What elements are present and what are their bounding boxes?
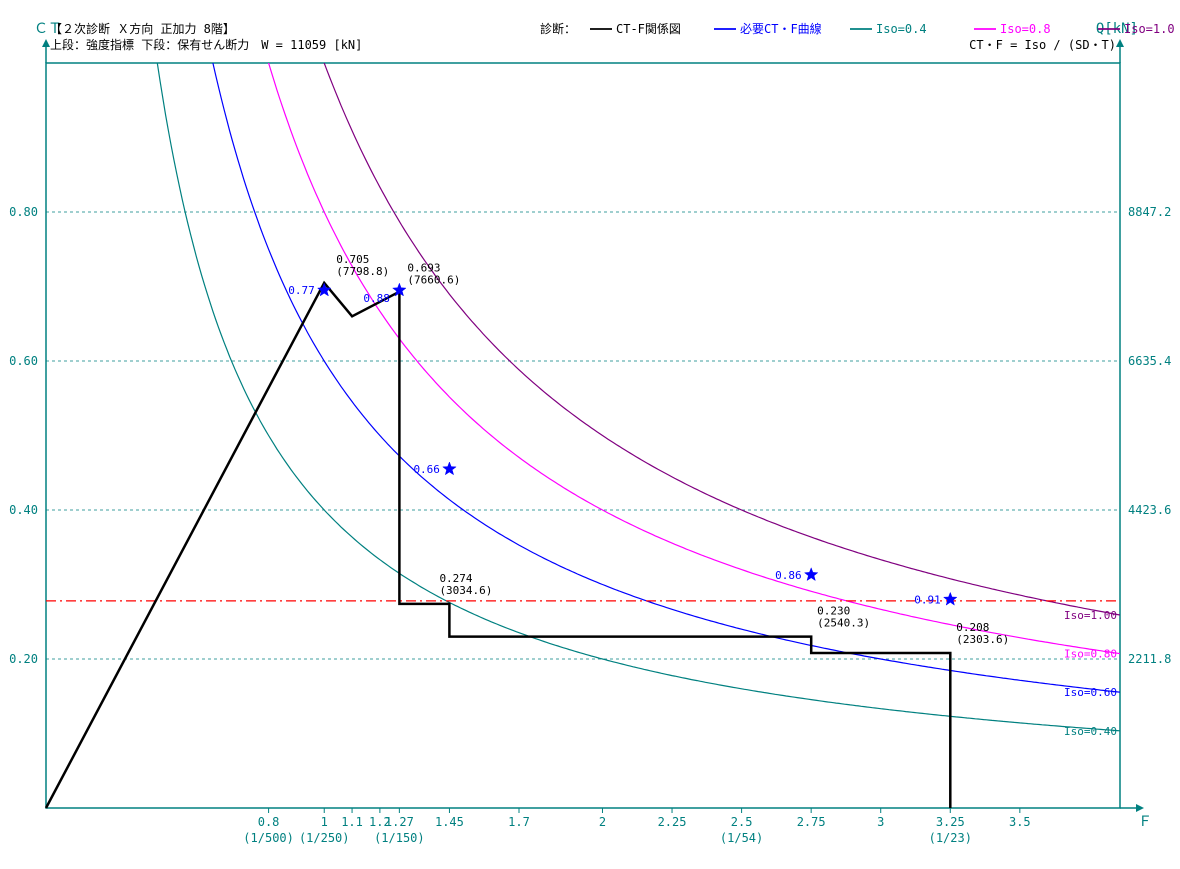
iso-end-label: Iso=0.40 — [1064, 725, 1117, 738]
x-tick-label: 1.7 — [508, 815, 530, 829]
x-sub-label: (1/54) — [720, 831, 763, 845]
y2-tick-label: 2211.8 — [1128, 652, 1171, 666]
point-q-label: (2303.6) — [956, 633, 1009, 646]
chart-svg: 0.20 0.40 0.60 0.80 2211.8 4423.6 6635.4 8847.2… — [0, 0, 1180, 869]
iso-end-label: Iso=0.80 — [1064, 648, 1117, 661]
x-tick-label: 1.27 — [385, 815, 414, 829]
x-sub-label: (1/500) — [243, 831, 294, 845]
legend-label: CT-F関係図 — [616, 22, 681, 36]
x-tick-label: 1.45 — [435, 815, 464, 829]
ct-f-chart: { "layout": { "width": 1180, "height": 8… — [0, 0, 1180, 869]
point-q-label: (2540.3) — [817, 617, 870, 630]
x-tick-label: 3 — [877, 815, 884, 829]
is-value-label: 0.91 — [914, 593, 941, 606]
legend-label: Iso=0.4 — [876, 22, 927, 36]
plot-frame — [46, 63, 1120, 808]
x-tick-label: 0.8 — [258, 815, 280, 829]
x-tick-label: 2.75 — [797, 815, 826, 829]
y-tick-label: 0.80 — [9, 205, 38, 219]
legend-label: Iso=0.8 — [1000, 22, 1051, 36]
y-tick-label: 0.40 — [9, 503, 38, 517]
formula-label: CT・F = Iso / (SD・T) — [969, 38, 1116, 52]
x-tick-label: 1 — [321, 815, 328, 829]
y-tick-label: 0.20 — [9, 652, 38, 666]
y-tick-label: 0.60 — [9, 354, 38, 368]
x-sub-label: (1/23) — [929, 831, 972, 845]
chart-title-1: 【２次診断 Ｘ方向 正加力 8階】 — [50, 21, 235, 36]
is-value-label: 0.66 — [413, 463, 440, 476]
point-q-label: (7798.8) — [336, 265, 389, 278]
is-value-label: 0.88 — [363, 292, 390, 305]
x-sub-label: (1/150) — [374, 831, 425, 845]
is-value-label: 0.77 — [288, 284, 315, 297]
iso-end-label: Iso=1.00 — [1064, 609, 1117, 622]
y2-tick-label: 6635.4 — [1128, 354, 1171, 368]
x-tick-label: 1.1 — [341, 815, 363, 829]
legend-label: 診断： — [540, 21, 576, 36]
x-tick-label: 3.25 — [936, 815, 965, 829]
y2-tick-label: 4423.6 — [1128, 503, 1171, 517]
iso-end-label: Iso=0.60 — [1064, 686, 1117, 699]
point-q-label: (7660.6) — [407, 274, 460, 287]
is-value-label: 0.86 — [775, 569, 802, 582]
x-sub-label: (1/250) — [299, 831, 350, 845]
f-axis-title: Ｆ — [1138, 814, 1152, 830]
x-tick-label: 3.5 — [1009, 815, 1031, 829]
legend-label: 必要CT・F曲線 — [740, 21, 822, 36]
point-q-label: (3034.6) — [439, 584, 492, 597]
chart-title-2: 上段：強度指標 下段：保有せん断力 W = 11059 [kN] — [50, 37, 362, 52]
x-tick-label: 2.25 — [658, 815, 687, 829]
y2-tick-label: 8847.2 — [1128, 205, 1171, 219]
x-tick-label: 2.5 — [731, 815, 753, 829]
legend-label: Iso=1.0 — [1124, 22, 1175, 36]
x-tick-label: 2 — [599, 815, 606, 829]
